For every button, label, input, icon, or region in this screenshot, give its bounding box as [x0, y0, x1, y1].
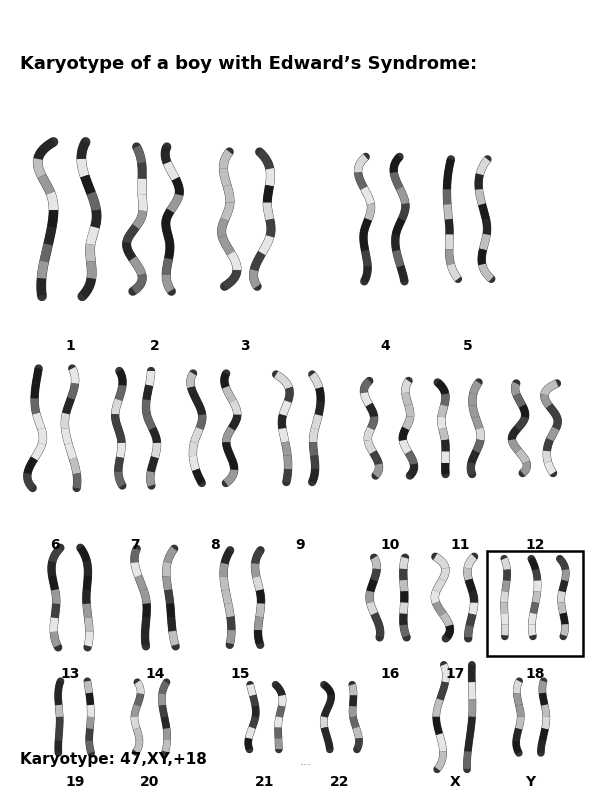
Text: 16: 16	[380, 668, 400, 681]
Bar	[487, 550, 583, 657]
Text: 14: 14	[145, 668, 165, 681]
Text: Y: Y	[525, 775, 535, 789]
Text: 12: 12	[525, 538, 545, 552]
Text: 9: 9	[295, 538, 305, 552]
Text: 8: 8	[210, 538, 220, 552]
Text: 4: 4	[380, 339, 390, 352]
Text: 3: 3	[240, 339, 250, 352]
Text: 22: 22	[330, 775, 349, 789]
Text: X: X	[450, 775, 460, 789]
Text: 10: 10	[380, 538, 400, 552]
Text: 21: 21	[255, 775, 275, 789]
Text: 17: 17	[446, 668, 465, 681]
Text: 5: 5	[463, 339, 473, 352]
Text: 6: 6	[50, 538, 60, 552]
Text: 15: 15	[230, 668, 250, 681]
Text: 2: 2	[150, 339, 160, 352]
Text: ...: ...	[300, 756, 312, 768]
Text: 19: 19	[65, 775, 84, 789]
Text: Karyotype of a boy with Edward’s Syndrome:: Karyotype of a boy with Edward’s Syndrom…	[20, 55, 477, 73]
Text: 11: 11	[450, 538, 470, 552]
Text: 20: 20	[140, 775, 160, 789]
Text: 7: 7	[130, 538, 140, 552]
Text: 1: 1	[65, 339, 75, 352]
Text: 13: 13	[61, 668, 80, 681]
Text: 18: 18	[525, 668, 545, 681]
Text: Karyotype: 47,XY,+18: Karyotype: 47,XY,+18	[20, 752, 207, 767]
